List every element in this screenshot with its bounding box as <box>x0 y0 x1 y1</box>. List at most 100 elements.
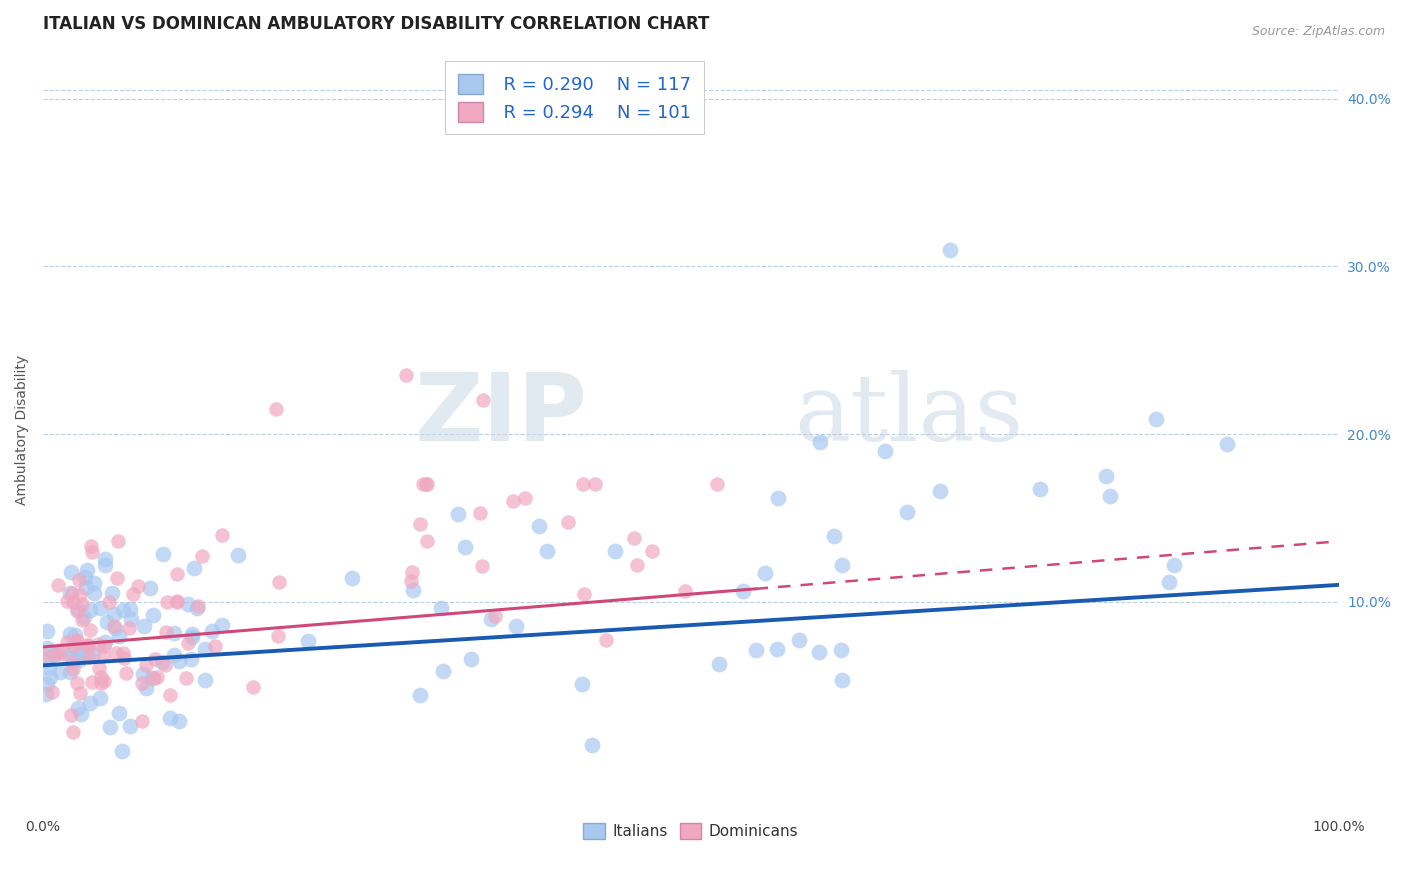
Point <box>56 594 79 608</box>
Point <box>167 714 190 728</box>
Point <box>412 477 434 491</box>
Point <box>266 629 288 643</box>
Point <box>1094 469 1116 483</box>
Point <box>122 587 145 601</box>
Point <box>581 738 603 752</box>
Point <box>80 674 103 689</box>
Point <box>69 588 91 602</box>
Point <box>472 393 495 408</box>
Point <box>65 632 87 647</box>
Point <box>574 586 596 600</box>
Point <box>623 531 645 545</box>
Point <box>98 720 121 734</box>
Point <box>42 647 65 661</box>
Point <box>35 640 58 655</box>
Point <box>89 691 111 706</box>
Point <box>595 632 617 647</box>
Point <box>177 635 200 649</box>
Point <box>79 603 101 617</box>
Point <box>141 671 163 685</box>
Point <box>100 585 122 599</box>
Point <box>80 545 103 559</box>
Point <box>79 696 101 710</box>
Point <box>460 652 482 666</box>
Point <box>60 645 83 659</box>
Point <box>191 549 214 564</box>
Point <box>181 626 204 640</box>
Point <box>76 638 98 652</box>
Point <box>1029 483 1052 497</box>
Point <box>745 643 768 657</box>
Point <box>204 639 226 653</box>
Point <box>135 681 157 695</box>
Point <box>132 666 155 681</box>
Point <box>155 625 177 640</box>
Point <box>409 688 432 702</box>
Point <box>66 602 89 616</box>
Point <box>159 688 181 702</box>
Point <box>70 613 93 627</box>
Point <box>38 661 60 675</box>
Point <box>166 566 188 581</box>
Point <box>194 673 217 687</box>
Text: Source: ZipAtlas.com: Source: ZipAtlas.com <box>1251 25 1385 38</box>
Point <box>118 719 141 733</box>
Point <box>1216 437 1239 451</box>
Point <box>103 621 125 635</box>
Point <box>731 583 754 598</box>
Point <box>94 635 117 649</box>
Point <box>139 581 162 595</box>
Point <box>93 552 115 566</box>
Point <box>108 706 131 720</box>
Point <box>143 671 166 685</box>
Point <box>45 647 67 661</box>
Point <box>103 619 125 633</box>
Point <box>163 648 186 663</box>
Point <box>754 566 776 581</box>
Point <box>153 658 176 673</box>
Point <box>103 607 125 622</box>
Point <box>395 368 418 383</box>
Point <box>787 632 810 647</box>
Point <box>118 601 141 615</box>
Point <box>132 618 155 632</box>
Point <box>201 624 224 639</box>
Point <box>83 575 105 590</box>
Point <box>1098 489 1121 503</box>
Point <box>186 600 208 615</box>
Point <box>416 534 439 549</box>
Point <box>118 621 141 635</box>
Point <box>484 609 506 624</box>
Point <box>447 507 470 521</box>
Point <box>150 655 173 669</box>
Point <box>76 563 98 577</box>
Point <box>939 243 962 257</box>
Point <box>62 595 84 609</box>
Point <box>62 639 84 653</box>
Point <box>94 558 117 572</box>
Point <box>159 711 181 725</box>
Point <box>226 549 249 563</box>
Point <box>468 506 491 520</box>
Point <box>211 618 233 632</box>
Point <box>557 515 579 529</box>
Point <box>875 443 897 458</box>
Point <box>810 435 832 450</box>
Point <box>180 652 202 666</box>
Point <box>505 619 527 633</box>
Text: ITALIAN VS DOMINICAN AMBULATORY DISABILITY CORRELATION CHART: ITALIAN VS DOMINICAN AMBULATORY DISABILI… <box>44 15 709 33</box>
Point <box>105 647 128 661</box>
Point <box>831 558 853 572</box>
Point <box>211 528 233 542</box>
Point <box>89 601 111 615</box>
Point <box>41 685 63 699</box>
Point <box>112 646 135 660</box>
Point <box>105 571 128 585</box>
Point <box>120 612 142 626</box>
Point <box>35 676 58 690</box>
Point <box>571 677 593 691</box>
Text: atlas: atlas <box>794 369 1024 459</box>
Point <box>90 676 112 690</box>
Point <box>62 655 84 669</box>
Point <box>194 641 217 656</box>
